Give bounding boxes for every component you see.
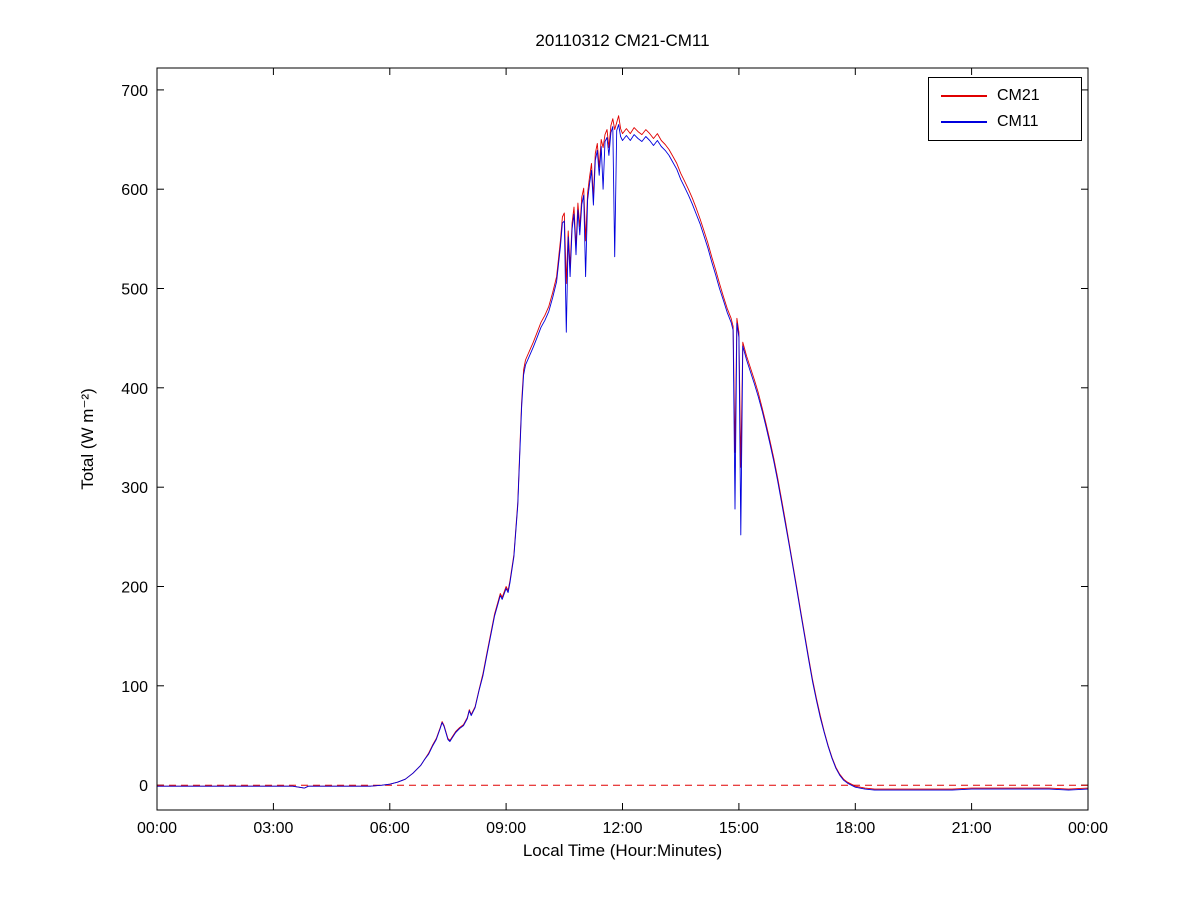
series-line-cm21	[157, 115, 1089, 790]
x-tick-label: 06:00	[370, 820, 410, 837]
cm21-line-sample-icon	[941, 94, 987, 97]
x-tick-label: 03:00	[253, 820, 293, 837]
legend-item-cm11: CM11	[929, 113, 1081, 131]
cm11-line-sample-icon	[941, 121, 987, 124]
x-tick-label: 00:00	[137, 820, 177, 837]
y-tick-label: 100	[121, 679, 148, 696]
x-tick-label: 09:00	[486, 820, 526, 837]
legend-label-cm11: CM11	[997, 113, 1039, 131]
legend: CM21 CM11	[928, 77, 1082, 141]
x-tick-label: 21:00	[952, 820, 992, 837]
y-tick-label: 400	[121, 381, 148, 398]
x-tick-label: 00:00	[1068, 820, 1108, 837]
y-axis-label: Total (W m⁻²)	[78, 388, 97, 490]
legend-label-cm21: CM21	[997, 86, 1040, 104]
y-tick-label: 500	[121, 282, 148, 299]
series-line-cm11	[157, 124, 1089, 791]
x-tick-label: 12:00	[602, 820, 642, 837]
y-tick-label: 700	[121, 83, 148, 100]
chart-title: 20110312 CM21-CM11	[535, 31, 710, 50]
y-tick-label: 0	[139, 778, 148, 795]
y-tick-label: 200	[121, 580, 148, 597]
x-axis-label: Local Time (Hour:Minutes)	[522, 841, 723, 860]
legend-item-cm21: CM21	[929, 87, 1081, 105]
axes-box	[156, 67, 1089, 811]
y-tick-label: 300	[121, 480, 148, 497]
x-tick-label: 15:00	[719, 820, 759, 837]
x-tick-label: 18:00	[835, 820, 875, 837]
y-tick-label: 600	[121, 182, 148, 199]
